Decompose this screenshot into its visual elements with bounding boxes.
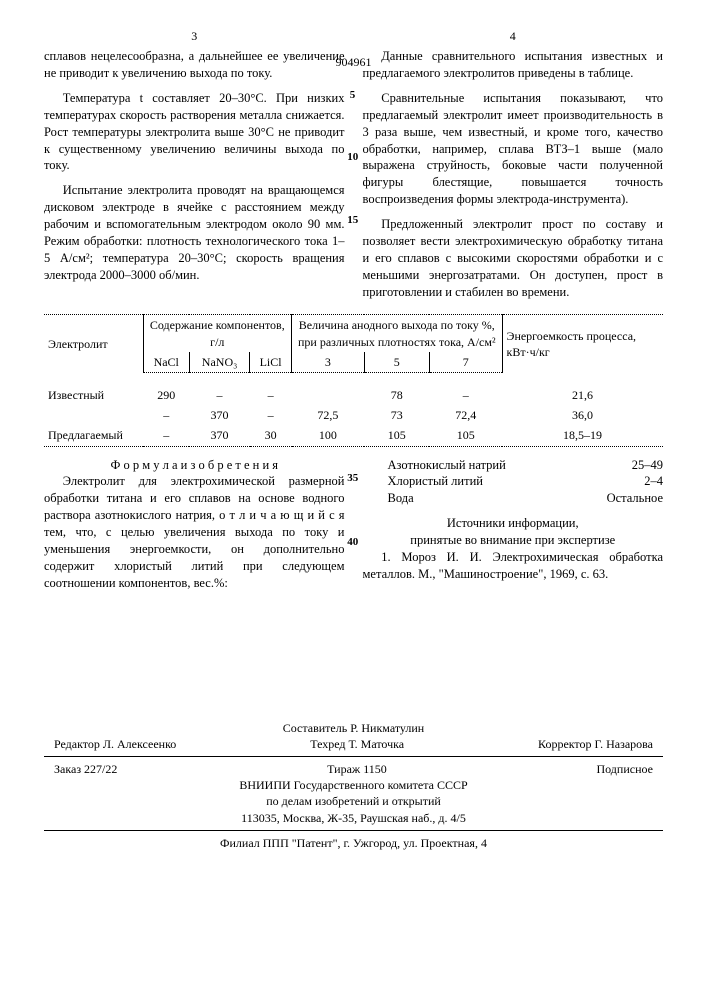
table-row: Предлагаемый – 370 30 100 105 105 18,5–1… [44, 425, 663, 446]
footer-editor: Редактор Л. Алексеенко [54, 736, 176, 752]
line-number: 35 [347, 471, 358, 486]
components-list: Азотнокислый натрий25–49 Хлористый литий… [388, 457, 664, 508]
line-number: 5 [350, 88, 356, 103]
footer-order: Заказ 227/22 [54, 761, 117, 777]
doc-number: 904961 [44, 54, 663, 70]
th-output: Величина анодного выхода по току %, при … [292, 315, 502, 352]
footer-branch: Филиал ППП "Патент", г. Ужгород, ул. Про… [44, 835, 663, 851]
body-para: Предложенный электролит прост по составу… [363, 216, 664, 300]
footer-sign: Подписное [596, 761, 653, 777]
sources-item: 1. Мороз И. И. Электрохимическая обработ… [363, 549, 664, 583]
th-sub: 5 [364, 352, 429, 373]
footer-block: Составитель Р. Никматулин Редактор Л. Ал… [44, 720, 663, 851]
sources-title: Источники информации, принятые во вниман… [363, 515, 664, 549]
th-sub: LiCl [250, 352, 292, 373]
line-number: 10 [347, 150, 358, 165]
comparison-table: Электролит Содержание компонентов, г/л В… [44, 314, 663, 446]
table-row: – 370 – 72,5 73 72,4 36,0 [44, 405, 663, 425]
footer-corrector: Корректор Г. Назарова [538, 736, 653, 752]
footer-org: ВНИИПИ Государственного комитета СССР по… [44, 777, 663, 826]
body-para: Температура t составляет 20–30°С. При ни… [44, 90, 345, 174]
header-area: 904961 3 сплавов нецелесообразна, а даль… [44, 28, 663, 308]
footer-compiler: Составитель Р. Никматулин [44, 720, 663, 736]
th-sub: 7 [429, 352, 502, 373]
body-para: Сравнительные испытания показывают, что … [363, 90, 664, 208]
page-num-right: 4 [363, 28, 664, 44]
th-sub: NaNO₃ [189, 352, 249, 373]
footer-techred: Техред Т. Маточка [310, 736, 404, 752]
formula-text: Электролит для электрохимической размерн… [44, 473, 345, 591]
line-number: 40 [347, 535, 358, 550]
th-sub: NaCl [143, 352, 189, 373]
line-number: 15 [347, 213, 358, 228]
th-content: Содержание компонентов, г/л [143, 315, 292, 352]
formula-title: Ф о р м у л а и з о б р е т е н и я [44, 457, 345, 474]
table-row: Известный 290 – – 78 – 21,6 [44, 385, 663, 405]
footer-tirazh: Тираж 1150 [327, 761, 387, 777]
page-num-left: 3 [44, 28, 345, 44]
th-energy: Энергоемкость процесса, кВт·ч/кг [502, 315, 663, 373]
body-para: Испытание электролита проводят на вращаю… [44, 182, 345, 283]
th-electrolyte: Электролит [44, 315, 143, 373]
th-sub: 3 [292, 352, 365, 373]
